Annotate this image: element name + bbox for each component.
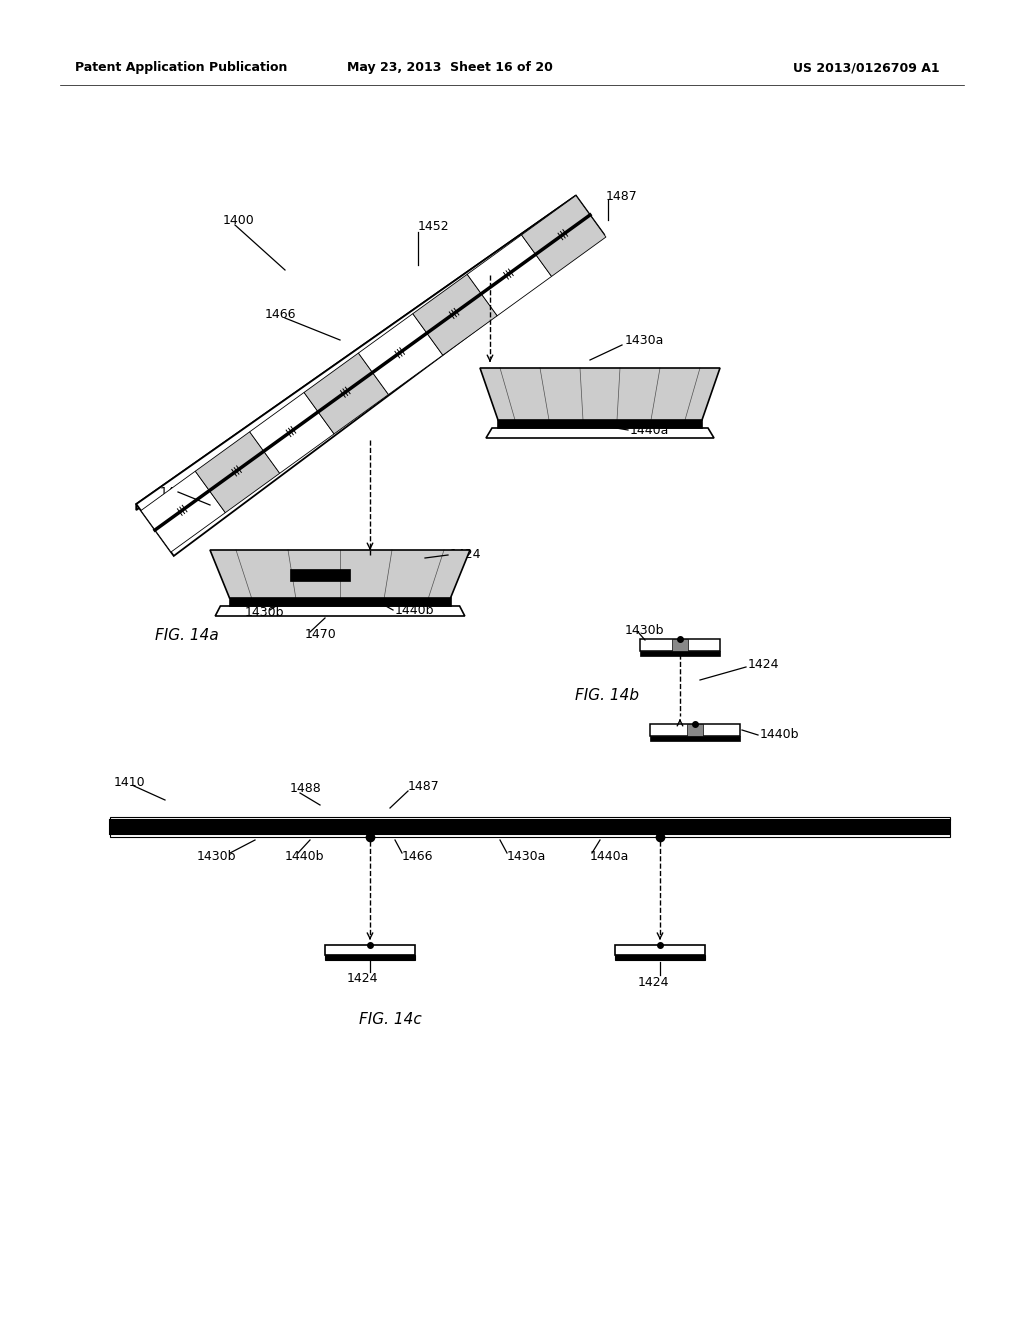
- Text: 1470: 1470: [305, 628, 337, 642]
- Polygon shape: [498, 420, 702, 428]
- Text: FIG. 14b: FIG. 14b: [575, 688, 639, 702]
- Text: 1440a: 1440a: [590, 850, 630, 862]
- Text: 1466: 1466: [402, 850, 433, 862]
- Polygon shape: [521, 195, 606, 276]
- Text: 1430b: 1430b: [197, 850, 237, 862]
- Polygon shape: [480, 368, 720, 420]
- Bar: [615, 954, 705, 960]
- Polygon shape: [210, 550, 470, 598]
- Text: 1488: 1488: [290, 781, 322, 795]
- Text: 1410: 1410: [114, 776, 145, 789]
- Text: US 2013/0126709 A1: US 2013/0126709 A1: [794, 62, 940, 74]
- Text: 1440b: 1440b: [760, 729, 800, 742]
- Text: 1440a: 1440a: [630, 424, 670, 437]
- Bar: [325, 954, 415, 960]
- Text: FIG. 14a: FIG. 14a: [155, 627, 219, 643]
- Text: 1424: 1424: [346, 972, 378, 985]
- Polygon shape: [250, 392, 334, 474]
- Polygon shape: [136, 195, 604, 556]
- Text: 1440b: 1440b: [285, 850, 325, 862]
- Text: 1430b: 1430b: [625, 623, 665, 636]
- Bar: [615, 945, 705, 954]
- Bar: [110, 817, 950, 820]
- Bar: [640, 651, 720, 656]
- Text: 1430a: 1430a: [625, 334, 665, 346]
- Bar: [687, 723, 703, 737]
- Polygon shape: [290, 569, 350, 581]
- Bar: [110, 820, 950, 834]
- Polygon shape: [229, 598, 451, 606]
- Bar: [640, 639, 720, 651]
- Bar: [650, 723, 740, 737]
- Text: 1440b: 1440b: [395, 603, 434, 616]
- Text: 1424: 1424: [748, 659, 779, 672]
- Bar: [650, 737, 740, 741]
- Polygon shape: [141, 471, 225, 552]
- Polygon shape: [358, 314, 442, 395]
- Polygon shape: [486, 428, 714, 438]
- Text: 1424: 1424: [640, 368, 672, 381]
- Polygon shape: [196, 432, 280, 512]
- Bar: [325, 945, 415, 954]
- Text: 1430a: 1430a: [507, 850, 547, 862]
- Text: Patent Application Publication: Patent Application Publication: [75, 62, 288, 74]
- Bar: [110, 834, 950, 837]
- Text: May 23, 2013  Sheet 16 of 20: May 23, 2013 Sheet 16 of 20: [347, 62, 553, 74]
- Text: 1487: 1487: [606, 190, 638, 202]
- Text: 1452: 1452: [418, 220, 450, 234]
- Polygon shape: [215, 606, 465, 616]
- Text: 1400: 1400: [223, 214, 255, 227]
- Polygon shape: [413, 275, 498, 355]
- Text: FIG. 14c: FIG. 14c: [358, 1012, 421, 1027]
- Text: 1488: 1488: [160, 486, 191, 499]
- Bar: [672, 639, 688, 651]
- Text: 1430b: 1430b: [245, 606, 285, 619]
- Text: 1466: 1466: [265, 309, 297, 322]
- Text: 1424: 1424: [637, 975, 669, 989]
- Polygon shape: [304, 352, 388, 434]
- Text: 1487: 1487: [408, 780, 439, 792]
- Polygon shape: [136, 195, 575, 510]
- Polygon shape: [467, 235, 552, 315]
- Text: 1424: 1424: [450, 549, 481, 561]
